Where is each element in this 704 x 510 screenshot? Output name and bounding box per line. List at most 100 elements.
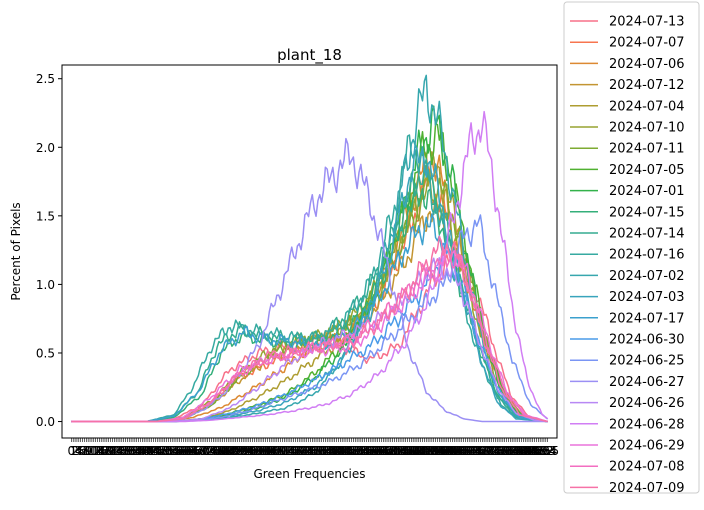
x-tick-label: 31 <box>122 444 137 458</box>
x-tick-label: 0 <box>68 444 76 458</box>
x-tick-label: 78 <box>209 444 224 458</box>
legend-label: 2024-06-28 <box>609 417 685 432</box>
x-tick-label: 26 <box>112 444 127 458</box>
x-tick-label: 27 <box>114 444 129 458</box>
x-tick-label: 86 <box>224 444 239 458</box>
x-tick-label: 144 <box>329 444 352 458</box>
x-tick-label: 191 <box>417 444 440 458</box>
x-tick-label: 214 <box>460 444 483 458</box>
x-tick-label: 239 <box>506 444 529 458</box>
legend-label: 2024-07-14 <box>609 227 685 242</box>
x-tick-label: 59 <box>174 444 189 458</box>
legend-label: 2024-07-13 <box>609 15 685 30</box>
x-tick-label: 24 <box>109 444 124 458</box>
x-tick-label: 212 <box>456 444 479 458</box>
x-tick-label: 245 <box>518 444 541 458</box>
x-tick-label: 145 <box>331 444 354 458</box>
y-tick-label: 1.5 <box>36 209 55 223</box>
x-tick-label: 148 <box>336 444 359 458</box>
x-tick-label: 117 <box>278 444 301 458</box>
x-tick-label: 73 <box>200 444 215 458</box>
x-tick-label: 53 <box>163 444 178 458</box>
x-tick-label: 217 <box>465 444 488 458</box>
x-tick-label: 109 <box>263 444 286 458</box>
x-tick-label: 188 <box>411 444 434 458</box>
x-tick-label: 169 <box>376 444 399 458</box>
x-tick-label: 233 <box>495 444 518 458</box>
x-tick-label: 154 <box>348 444 371 458</box>
x-tick-label: 56 <box>168 444 183 458</box>
x-tick-label: 47 <box>151 444 166 458</box>
series-line <box>71 134 548 423</box>
x-tick-label: 206 <box>445 444 468 458</box>
x-tick-label: 88 <box>228 444 243 458</box>
x-tick-label: 111 <box>267 444 290 458</box>
series-line <box>71 235 548 423</box>
x-tick-label: 108 <box>262 444 285 458</box>
x-tick-label: 94 <box>239 444 254 458</box>
legend-label: 2024-07-17 <box>609 311 685 326</box>
x-tick-label: 242 <box>512 444 535 458</box>
x-tick-label: 110 <box>265 444 288 458</box>
x-tick-label: 7 <box>81 444 89 458</box>
legend-label: 2024-07-12 <box>609 78 685 93</box>
x-tick-label: 157 <box>353 444 376 458</box>
x-tick-label: 14 <box>90 444 105 458</box>
legend-label: 2024-07-03 <box>609 290 685 305</box>
x-tick-label: 49 <box>155 444 170 458</box>
legend-label: 2024-07-07 <box>609 36 685 51</box>
x-tick-label: 37 <box>133 444 148 458</box>
x-tick-label: 3 <box>73 444 81 458</box>
x-tick-label: 129 <box>301 444 324 458</box>
x-tick-label: 135 <box>312 444 335 458</box>
x-tick-label: 224 <box>478 444 501 458</box>
x-tick-label: 72 <box>198 444 213 458</box>
x-tick-label: 95 <box>241 444 256 458</box>
x-tick-label: 172 <box>381 444 404 458</box>
x-tick-label: 181 <box>398 444 421 458</box>
x-tick-label: 140 <box>321 444 344 458</box>
x-tick-label: 218 <box>467 444 490 458</box>
x-tick-label: 124 <box>292 444 315 458</box>
x-tick-label: 252 <box>531 444 554 458</box>
x-tick-label: 113 <box>271 444 294 458</box>
legend: 2024-07-13 2024-07-07 2024-07-06 2024-07-12… <box>563 1 700 496</box>
x-tick-label: 184 <box>404 444 427 458</box>
x-tick-label: 104 <box>254 444 277 458</box>
x-tick-label: 166 <box>370 444 393 458</box>
x-tick-label: 66 <box>187 444 202 458</box>
x-tick-label: 182 <box>400 444 423 458</box>
x-tick-label: 54 <box>165 444 180 458</box>
y-tick-label: 2.0 <box>36 141 55 155</box>
x-tick-label: 41 <box>140 444 155 458</box>
x-tick-label: 164 <box>366 444 389 458</box>
plot-frame <box>61 64 558 439</box>
x-tick-label: 77 <box>208 444 223 458</box>
x-tick-label: 205 <box>443 444 466 458</box>
x-tick-label: 106 <box>258 444 281 458</box>
x-tick-label: 97 <box>245 444 260 458</box>
x-tick-label: 74 <box>202 444 217 458</box>
x-tick-label: 246 <box>519 444 542 458</box>
x-tick-label: 42 <box>142 444 157 458</box>
x-tick-label: 51 <box>159 444 174 458</box>
x-tick-label: 128 <box>299 444 322 458</box>
x-tick-label: 223 <box>476 444 499 458</box>
x-tick-label: 19 <box>99 444 114 458</box>
x-tick-label: 220 <box>471 444 494 458</box>
x-tick-label: 132 <box>306 444 329 458</box>
x-tick-label: 146 <box>333 444 356 458</box>
x-tick-label: 248 <box>523 444 546 458</box>
x-tick-label: 58 <box>172 444 187 458</box>
x-tick-label: 229 <box>488 444 511 458</box>
x-tick-label: 84 <box>221 444 236 458</box>
x-tick-label: 247 <box>521 444 544 458</box>
x-tick-label: 194 <box>422 444 445 458</box>
x-tick-label: 120 <box>284 444 307 458</box>
x-tick-label: 147 <box>334 444 357 458</box>
x-tick-label: 102 <box>250 444 273 458</box>
legend-box <box>563 1 700 494</box>
x-tick-label: 5 <box>77 444 85 458</box>
x-tick-label: 234 <box>497 444 520 458</box>
x-tick-label: 221 <box>473 444 496 458</box>
